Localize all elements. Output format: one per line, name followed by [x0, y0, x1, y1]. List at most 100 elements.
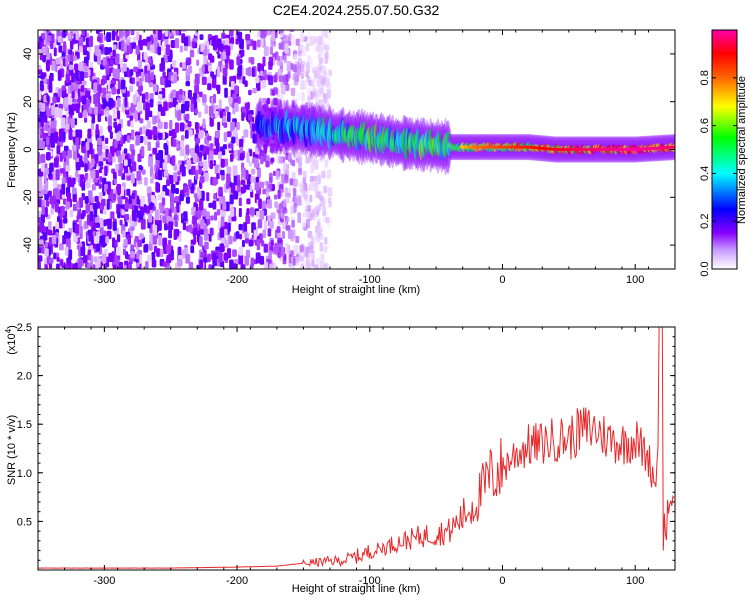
noise-cell: [67, 32, 72, 40]
noise-cell: [72, 264, 76, 269]
noise-cell: [202, 94, 207, 103]
noise-cell: [325, 40, 331, 46]
noise-cell: [70, 178, 75, 188]
noise-cell: [306, 96, 311, 103]
noise-cell: [144, 177, 148, 186]
noise-cell: [283, 55, 287, 63]
noise-cell: [238, 246, 244, 256]
noise-cell: [137, 239, 142, 247]
noise-cell: [267, 228, 272, 237]
noise-cell: [176, 111, 182, 121]
noise-cell: [270, 212, 276, 220]
noise-cell: [297, 50, 302, 57]
noise-cell: [73, 55, 78, 61]
noise-cell: [90, 196, 94, 203]
noise-cell: [317, 90, 322, 98]
noise-cell: [228, 143, 233, 149]
noise-cell: [325, 217, 330, 224]
noise-cell: [324, 30, 328, 39]
noise-cell: [289, 158, 293, 165]
noise-cell: [61, 51, 66, 57]
noise-cell: [130, 120, 134, 128]
noise-cell: [84, 195, 89, 204]
noise-cell: [232, 93, 237, 99]
noise-cell: [185, 81, 190, 87]
noise-cell: [75, 137, 80, 146]
noise-cell: [112, 44, 117, 51]
noise-cell: [157, 169, 163, 181]
noise-cell: [317, 217, 321, 226]
noise-cell: [223, 252, 229, 261]
noise-cell: [231, 102, 235, 109]
noise-cell: [158, 150, 164, 161]
noise-cell: [199, 199, 204, 211]
noise-cell: [99, 176, 103, 183]
noise-cell: [294, 194, 299, 206]
noise-cell: [163, 152, 168, 163]
noise-cell: [262, 56, 266, 67]
noise-cell: [157, 194, 163, 201]
noise-cell: [152, 147, 158, 155]
noise-cell: [157, 104, 163, 112]
noise-cell: [175, 104, 180, 111]
noise-cell: [259, 255, 265, 265]
noise-cell: [65, 164, 71, 172]
noise-cell: [249, 185, 253, 193]
snr-xlabel: Height of straight line (km): [292, 583, 420, 595]
noise-cell: [130, 30, 134, 35]
noise-cell: [221, 236, 225, 244]
noise-cell: [83, 109, 88, 119]
noise-cell: [229, 153, 234, 162]
noise-cell: [79, 159, 83, 168]
noise-cell: [199, 160, 204, 167]
noise-cell: [58, 45, 63, 53]
noise-cell: [115, 132, 121, 141]
noise-cell: [236, 56, 241, 66]
noise-cell: [166, 244, 171, 254]
noise-cell: [75, 162, 81, 171]
noise-cell: [140, 218, 146, 230]
noise-cell: [315, 41, 319, 47]
noise-cell: [94, 106, 98, 116]
noise-cell: [75, 30, 79, 41]
noise-cell: [224, 158, 229, 167]
noise-cell: [39, 80, 44, 91]
noise-cell: [313, 159, 319, 171]
noise-cell: [196, 186, 200, 196]
noise-cell: [270, 157, 275, 163]
noise-cell: [194, 145, 200, 155]
noise-cell: [327, 30, 332, 42]
noise-cell: [91, 184, 96, 191]
noise-cell: [266, 30, 272, 36]
noise-cell: [120, 58, 124, 68]
noise-cell: [251, 123, 256, 132]
noise-cell: [43, 116, 48, 123]
noise-cell: [213, 193, 217, 200]
noise-cell: [175, 187, 179, 195]
noise-cell: [44, 180, 49, 190]
noise-cell: [258, 102, 263, 109]
noise-cell: [210, 215, 214, 221]
noise-cell: [122, 230, 126, 238]
noise-cell: [123, 134, 128, 142]
noise-cell: [137, 59, 142, 70]
noise-cell: [327, 147, 333, 159]
noise-cell: [105, 236, 109, 244]
noise-cell: [116, 97, 121, 108]
noise-cell: [99, 235, 104, 244]
noise-cell: [177, 246, 182, 257]
noise-cell: [299, 39, 303, 51]
noise-cell: [260, 156, 264, 165]
noise-cell: [112, 237, 116, 248]
noise-cell: [112, 171, 117, 180]
noise-cell: [283, 162, 287, 173]
noise-cell: [172, 97, 177, 108]
noise-cell: [191, 41, 196, 48]
noise-cell: [148, 213, 153, 223]
noise-cell: [318, 62, 323, 70]
noise-cell: [241, 167, 246, 177]
noise-cell: [159, 63, 165, 72]
noise-cell: [60, 117, 66, 129]
noise-cell: [257, 219, 263, 229]
noise-cell: [309, 176, 314, 183]
